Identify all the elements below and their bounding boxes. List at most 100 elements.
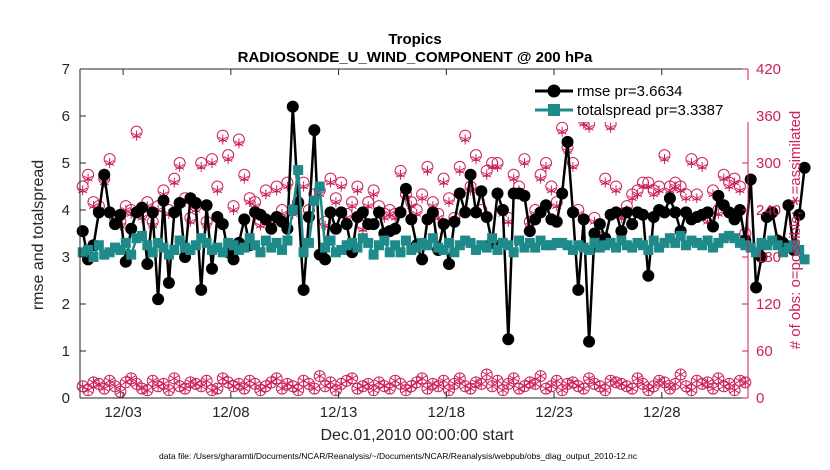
totalspread-point — [99, 249, 110, 260]
y-right-tick-label: 180 — [756, 249, 781, 266]
totalspread-point — [589, 237, 600, 248]
y-right-tick-label: 300 — [756, 155, 781, 172]
assimilated_bottom-point — [137, 383, 147, 394]
rmse-point — [518, 189, 531, 202]
totalspread-point — [180, 242, 191, 253]
assimilated_bottom-point — [358, 381, 368, 392]
assimilated_bottom-point — [460, 381, 470, 392]
assimilated_bottom-point — [99, 383, 109, 394]
assimilated_bottom-point — [239, 383, 249, 394]
rmse-point — [162, 276, 175, 289]
assimilated_bottom-point — [88, 377, 99, 388]
rmse-point — [125, 222, 138, 235]
assimilated-point — [735, 185, 745, 196]
possible_bottom-point — [313, 370, 326, 383]
possible_bottom-point — [162, 384, 175, 397]
assimilated_bottom-point — [482, 369, 492, 380]
totalspread-point — [702, 235, 713, 246]
rmse-point — [227, 253, 240, 266]
assimilated_bottom-point — [169, 373, 179, 384]
assimilated_bottom-point — [606, 375, 616, 386]
totalspread-point — [126, 249, 137, 260]
assimilated_bottom-point — [142, 385, 152, 396]
rmse-point — [561, 135, 574, 148]
totalspread-point — [487, 233, 498, 244]
rmse-point — [394, 206, 407, 219]
possible_bottom-point — [491, 374, 504, 387]
totalspread-point — [756, 237, 767, 248]
assimilated_bottom-point — [309, 383, 319, 394]
assimilated_bottom-point — [519, 381, 530, 392]
assimilated_bottom-point — [632, 373, 643, 384]
rmse-point — [712, 189, 725, 202]
totalspread-point — [497, 237, 508, 248]
assimilated-point — [83, 173, 93, 184]
rmse-point — [583, 335, 596, 348]
rmse-point — [416, 253, 429, 266]
assimilated-point — [686, 158, 697, 168]
totalspread-point — [341, 240, 352, 251]
totalspread-point — [83, 244, 94, 255]
totalspread-point — [352, 242, 363, 253]
totalspread-point — [217, 247, 228, 258]
rmse-point — [103, 206, 116, 219]
totalspread-point — [282, 235, 293, 246]
assimilated-point — [417, 193, 427, 204]
totalspread-point — [481, 242, 492, 253]
assimilated-point — [546, 185, 556, 196]
assimilated-point — [239, 173, 249, 184]
rmse-point — [157, 194, 170, 207]
assimilated_bottom-point — [541, 383, 551, 394]
assimilated_bottom-point — [735, 375, 745, 386]
rmse-point — [335, 206, 348, 219]
totalspread-point — [535, 235, 546, 246]
totalspread-point — [438, 244, 449, 255]
assimilated_bottom-point — [476, 378, 486, 389]
assimilated_bottom-point — [228, 381, 239, 392]
y-tick-label: 3 — [62, 249, 70, 266]
assimilated_bottom-point — [282, 378, 292, 389]
rmse-point — [448, 215, 461, 228]
assimilated_bottom-point — [729, 385, 740, 396]
totalspread-point — [174, 235, 185, 246]
assimilated-point — [632, 189, 643, 200]
assimilated_bottom-point — [191, 378, 201, 389]
totalspread-point — [277, 244, 288, 255]
totalspread-point — [707, 242, 718, 253]
assimilated-point — [298, 181, 309, 192]
totalspread-point — [185, 244, 196, 255]
assimilated_bottom-point — [643, 385, 653, 396]
totalspread-point — [314, 181, 325, 192]
rmse-point — [141, 258, 154, 271]
totalspread-point — [745, 242, 756, 253]
assimilated_bottom-point — [428, 378, 438, 389]
possible_bottom-point — [114, 385, 127, 398]
totalspread-point — [519, 242, 530, 253]
totalspread-point — [357, 233, 368, 244]
assimilated_bottom-point — [552, 375, 562, 386]
rmse-point — [459, 206, 472, 219]
rmse-point — [319, 253, 332, 266]
assimilated_bottom-point — [94, 378, 104, 389]
totalspread-point — [212, 242, 223, 253]
totalspread-point — [384, 247, 395, 258]
assimilated_bottom-point — [255, 385, 266, 396]
totalspread-point — [88, 252, 99, 262]
totalspread-point — [411, 242, 422, 253]
rmse-point — [426, 206, 439, 219]
assimilated_bottom-point — [708, 383, 718, 394]
assimilated-point — [719, 173, 729, 184]
totalspread-point — [465, 237, 476, 248]
assimilated_bottom-point — [584, 373, 594, 384]
rmse-point — [443, 258, 456, 271]
totalspread-point — [271, 237, 282, 248]
legend-totalspread-marker — [548, 104, 560, 116]
totalspread-point — [250, 240, 261, 251]
totalspread-point — [190, 240, 201, 251]
assimilated_bottom-point — [272, 373, 282, 384]
totalspread-point — [400, 235, 411, 246]
assimilated_bottom-point — [439, 375, 449, 386]
rmse-point — [572, 283, 585, 296]
assimilated-point — [638, 181, 648, 192]
rmse-point — [238, 213, 251, 226]
